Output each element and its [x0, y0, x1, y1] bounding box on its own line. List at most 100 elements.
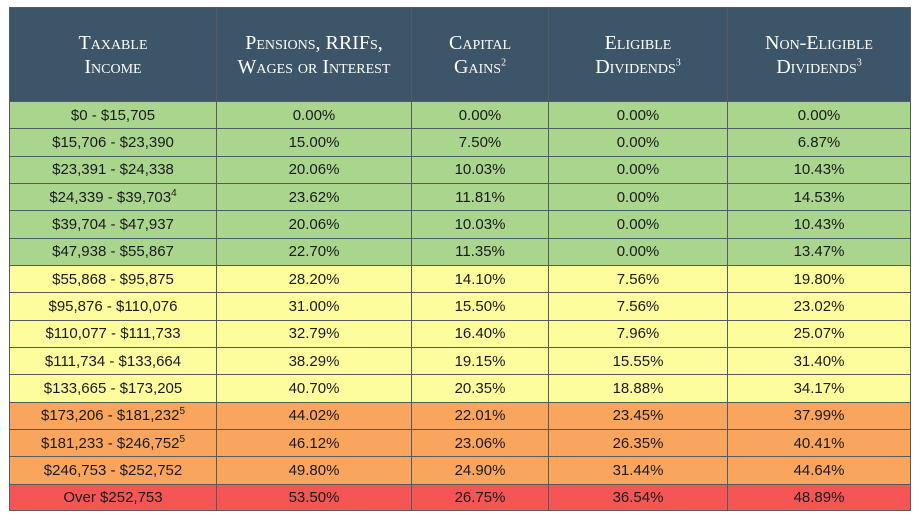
- table-row: $39,704 - $47,937 20.06% 10.03% 0.00% 10.43%: [9, 210, 911, 239]
- income-cell: $111,734 - $133,664: [9, 346, 217, 376]
- capital-gains-rate-cell: 7.50%: [411, 128, 549, 157]
- footnote-marker: 5: [179, 433, 186, 445]
- pensions-rate-cell: 44.02%: [216, 401, 412, 430]
- income-cell: $24,339 - $39,7034: [9, 182, 217, 212]
- income-cell: $181,233 - $246,7525: [9, 428, 217, 458]
- non-eligible-dividends-rate-cell: 40.41%: [727, 428, 911, 458]
- header-non-eligible-dividends: Non-Eligible Dividends3: [727, 7, 911, 102]
- income-cell: Over $252,753: [9, 483, 217, 512]
- footnote-marker: 2: [501, 56, 507, 68]
- pensions-rate-cell: 23.62%: [216, 182, 412, 212]
- capital-gains-rate-cell: 15.50%: [411, 292, 549, 321]
- income-cell: $23,391 - $24,338: [9, 155, 217, 184]
- table-row: $55,868 - $95,875 28.20% 14.10% 7.56% 19.80%: [9, 264, 911, 294]
- pensions-rate-cell: 32.79%: [216, 319, 412, 348]
- capital-gains-rate-cell: 10.03%: [411, 155, 549, 184]
- capital-gains-rate-cell: 10.03%: [411, 210, 549, 239]
- table-row: $47,938 - $55,867 22.70% 11.35% 0.00% 13.47%: [9, 237, 911, 266]
- header-taxable-income: Taxable Income: [9, 7, 217, 102]
- footnote-marker: 3: [856, 56, 862, 68]
- table-row: $246,753 - $252,752 49.80% 24.90% 31.44% 44.…: [9, 456, 911, 485]
- pensions-rate-cell: 46.12%: [216, 428, 412, 458]
- capital-gains-rate-cell: 20.35%: [411, 374, 549, 403]
- non-eligible-dividends-rate-cell: 0.00%: [727, 100, 911, 130]
- footnote-marker: 5: [179, 406, 186, 418]
- header-pensions: Pensions, RRIFs, Wages or Interest: [216, 7, 412, 102]
- table-row: Over $252,753 53.50% 26.75% 36.54% 48.89%: [9, 483, 911, 512]
- table-row: $15,706 - $23,390 15.00% 7.50% 0.00% 6.87%: [9, 128, 911, 157]
- eligible-dividends-rate-cell: 0.00%: [548, 237, 728, 266]
- eligible-dividends-rate-cell: 7.56%: [548, 292, 728, 321]
- eligible-dividends-rate-cell: 23.45%: [548, 401, 728, 430]
- eligible-dividends-rate-cell: 7.96%: [548, 319, 728, 348]
- non-eligible-dividends-rate-cell: 44.64%: [727, 456, 911, 485]
- non-eligible-dividends-rate-cell: 6.87%: [727, 128, 911, 157]
- eligible-dividends-rate-cell: 15.55%: [548, 346, 728, 376]
- non-eligible-dividends-rate-cell: 25.07%: [727, 319, 911, 348]
- table-row: $0 - $15,705 0.00% 0.00% 0.00% 0.00%: [9, 100, 911, 130]
- table-body: $0 - $15,705 0.00% 0.00% 0.00% 0.00% $15,706 …: [9, 100, 911, 512]
- non-eligible-dividends-rate-cell: 34.17%: [727, 374, 911, 403]
- eligible-dividends-rate-cell: 18.88%: [548, 374, 728, 403]
- table-row: $111,734 - $133,664 38.29% 19.15% 15.55% 31.…: [9, 346, 911, 376]
- non-eligible-dividends-rate-cell: 13.47%: [727, 237, 911, 266]
- income-cell: $133,665 - $173,205: [9, 374, 217, 403]
- eligible-dividends-rate-cell: 0.00%: [548, 128, 728, 157]
- non-eligible-dividends-rate-cell: 10.43%: [727, 155, 911, 184]
- capital-gains-rate-cell: 19.15%: [411, 346, 549, 376]
- pensions-rate-cell: 40.70%: [216, 374, 412, 403]
- eligible-dividends-rate-cell: 7.56%: [548, 264, 728, 294]
- non-eligible-dividends-rate-cell: 37.99%: [727, 401, 911, 430]
- eligible-dividends-rate-cell: 31.44%: [548, 456, 728, 485]
- pensions-rate-cell: 20.06%: [216, 155, 412, 184]
- capital-gains-rate-cell: 14.10%: [411, 264, 549, 294]
- pensions-rate-cell: 22.70%: [216, 237, 412, 266]
- income-cell: $55,868 - $95,875: [9, 264, 217, 294]
- income-cell: $47,938 - $55,867: [9, 237, 217, 266]
- table-row: $110,077 - $111,733 32.79% 16.40% 7.96% 25.0…: [9, 319, 911, 348]
- table-row: $173,206 - $181,2325 44.02% 22.01% 23.45% 37…: [9, 401, 911, 430]
- eligible-dividends-rate-cell: 0.00%: [548, 182, 728, 212]
- footnote-marker: 4: [171, 187, 177, 199]
- header-row: Taxable Income Pensions, RRIFs, Wages or…: [9, 7, 911, 102]
- pensions-rate-cell: 0.00%: [216, 100, 412, 130]
- non-eligible-dividends-rate-cell: 23.02%: [727, 292, 911, 321]
- eligible-dividends-rate-cell: 0.00%: [548, 155, 728, 184]
- eligible-dividends-rate-cell: 0.00%: [548, 210, 728, 239]
- table-row: $181,233 - $246,7525 46.12% 23.06% 26.35% 40…: [9, 428, 911, 458]
- tax-rate-table: Taxable Income Pensions, RRIFs, Wages or…: [9, 7, 911, 512]
- capital-gains-rate-cell: 24.90%: [411, 456, 549, 485]
- eligible-dividends-rate-cell: 26.35%: [548, 428, 728, 458]
- non-eligible-dividends-rate-cell: 19.80%: [727, 264, 911, 294]
- capital-gains-rate-cell: 0.00%: [411, 100, 549, 130]
- pensions-rate-cell: 28.20%: [216, 264, 412, 294]
- non-eligible-dividends-rate-cell: 10.43%: [727, 210, 911, 239]
- capital-gains-rate-cell: 11.35%: [411, 237, 549, 266]
- income-cell: $110,077 - $111,733: [9, 319, 217, 348]
- capital-gains-rate-cell: 22.01%: [411, 401, 549, 430]
- table-row: $95,876 - $110,076 31.00% 15.50% 7.56% 23.02…: [9, 292, 911, 321]
- capital-gains-rate-cell: 11.81%: [411, 182, 549, 212]
- income-cell: $0 - $15,705: [9, 100, 217, 130]
- income-cell: $246,753 - $252,752: [9, 456, 217, 485]
- table-row: $24,339 - $39,7034 23.62% 11.81% 0.00% 14.53…: [9, 182, 911, 212]
- income-cell: $39,704 - $47,937: [9, 210, 217, 239]
- pensions-rate-cell: 53.50%: [216, 483, 412, 512]
- pensions-rate-cell: 38.29%: [216, 346, 412, 376]
- non-eligible-dividends-rate-cell: 48.89%: [727, 483, 911, 512]
- non-eligible-dividends-rate-cell: 31.40%: [727, 346, 911, 376]
- income-cell: $95,876 - $110,076: [9, 292, 217, 321]
- capital-gains-rate-cell: 23.06%: [411, 428, 549, 458]
- capital-gains-rate-cell: 16.40%: [411, 319, 549, 348]
- pensions-rate-cell: 15.00%: [216, 128, 412, 157]
- pensions-rate-cell: 31.00%: [216, 292, 412, 321]
- pensions-rate-cell: 49.80%: [216, 456, 412, 485]
- income-cell: $173,206 - $181,2325: [9, 401, 217, 430]
- header-capital-gains: Capital Gains2: [411, 7, 549, 102]
- footnote-marker: 3: [675, 56, 681, 68]
- non-eligible-dividends-rate-cell: 14.53%: [727, 182, 911, 212]
- table-row: $133,665 - $173,205 40.70% 20.35% 18.88% 34.…: [9, 374, 911, 403]
- header-eligible-dividends: Eligible Dividends3: [548, 7, 728, 102]
- eligible-dividends-rate-cell: 0.00%: [548, 100, 728, 130]
- capital-gains-rate-cell: 26.75%: [411, 483, 549, 512]
